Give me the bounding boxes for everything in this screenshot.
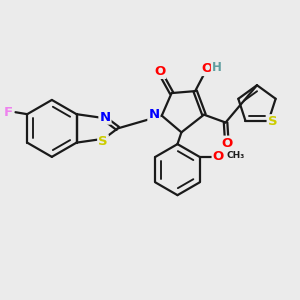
Text: O: O bbox=[221, 136, 232, 150]
Text: S: S bbox=[98, 135, 108, 148]
Text: N: N bbox=[148, 108, 160, 121]
Text: F: F bbox=[4, 106, 13, 119]
Text: CH₃: CH₃ bbox=[226, 152, 244, 160]
Text: N: N bbox=[99, 111, 110, 124]
Text: H: H bbox=[212, 61, 222, 74]
Text: O: O bbox=[201, 62, 213, 75]
Text: O: O bbox=[154, 65, 165, 78]
Text: S: S bbox=[268, 115, 277, 128]
Text: O: O bbox=[213, 150, 224, 164]
